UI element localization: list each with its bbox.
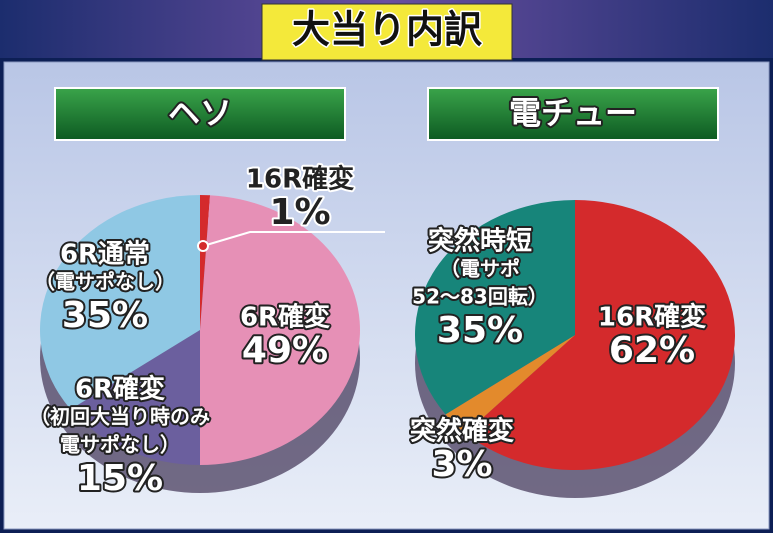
slice-label: 16R確変 xyxy=(598,302,706,333)
page-title: 大当り内訳 xyxy=(292,8,482,52)
value-label: 1% xyxy=(269,192,330,233)
value-label: 35% xyxy=(62,295,148,336)
pie-slice xyxy=(70,330,200,465)
leader-line xyxy=(202,231,385,247)
pie-slice xyxy=(200,195,211,330)
pies xyxy=(40,195,735,498)
slice-label: 52～83回転） xyxy=(412,285,548,309)
slice-label: 16R確変 xyxy=(246,164,354,195)
value-label: 35% xyxy=(437,310,523,351)
pie-slice xyxy=(415,200,575,415)
title-box xyxy=(261,3,513,61)
slice-label: （初回大当り時のみ xyxy=(30,405,210,429)
slice-label: 6R確変 xyxy=(240,302,330,333)
slice-label: 6R通常 xyxy=(60,240,150,270)
slice-label: 電サポなし） xyxy=(60,433,180,457)
labels: 16R確変1%6R確変49%6R確変（初回大当り時のみ電サポなし）15%6R通常… xyxy=(28,162,708,502)
value-label: 62% xyxy=(609,330,695,371)
value-label: 15% xyxy=(77,458,163,499)
value-label: 3% xyxy=(431,444,492,485)
slice-label: 6R確変 xyxy=(75,374,165,405)
slice-label: 突然確変 xyxy=(410,416,514,447)
slice-label: （電サポなし） xyxy=(35,270,175,294)
slice-label: 突然時短 xyxy=(428,226,532,257)
leader-dot xyxy=(197,240,209,252)
header-box xyxy=(427,87,719,141)
pie-slice xyxy=(445,335,575,434)
pie-slice xyxy=(200,195,360,465)
pie-slice xyxy=(465,200,735,470)
pie-title: ヘソ xyxy=(168,94,232,132)
pie-slice xyxy=(40,195,200,410)
value-label: 49% xyxy=(242,330,328,371)
header-box xyxy=(54,87,346,141)
slice-label: （電サポ xyxy=(440,257,520,281)
pie-title: 電チュー xyxy=(509,94,637,132)
